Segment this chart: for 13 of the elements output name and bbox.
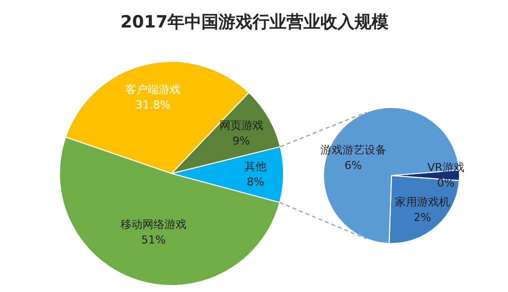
data-label: 51%: [141, 234, 166, 247]
slice-label: 网页游戏: [219, 118, 264, 132]
data-label: 0%: [437, 176, 455, 190]
slice-label: 移动网络游戏: [120, 218, 187, 232]
chart-title: 2017年中国游戏行业营业收入规模: [120, 12, 389, 32]
data-label: 6%: [344, 158, 362, 172]
data-label: 2%: [414, 211, 432, 224]
slice-label: 家用游戏机: [394, 196, 450, 209]
slice-label: 客户端游戏: [125, 83, 180, 96]
data-label: 9%: [232, 134, 250, 148]
data-label: 31.8%: [135, 98, 170, 112]
data-label: 8%: [246, 176, 264, 189]
slice-label: 其他: [244, 160, 266, 174]
